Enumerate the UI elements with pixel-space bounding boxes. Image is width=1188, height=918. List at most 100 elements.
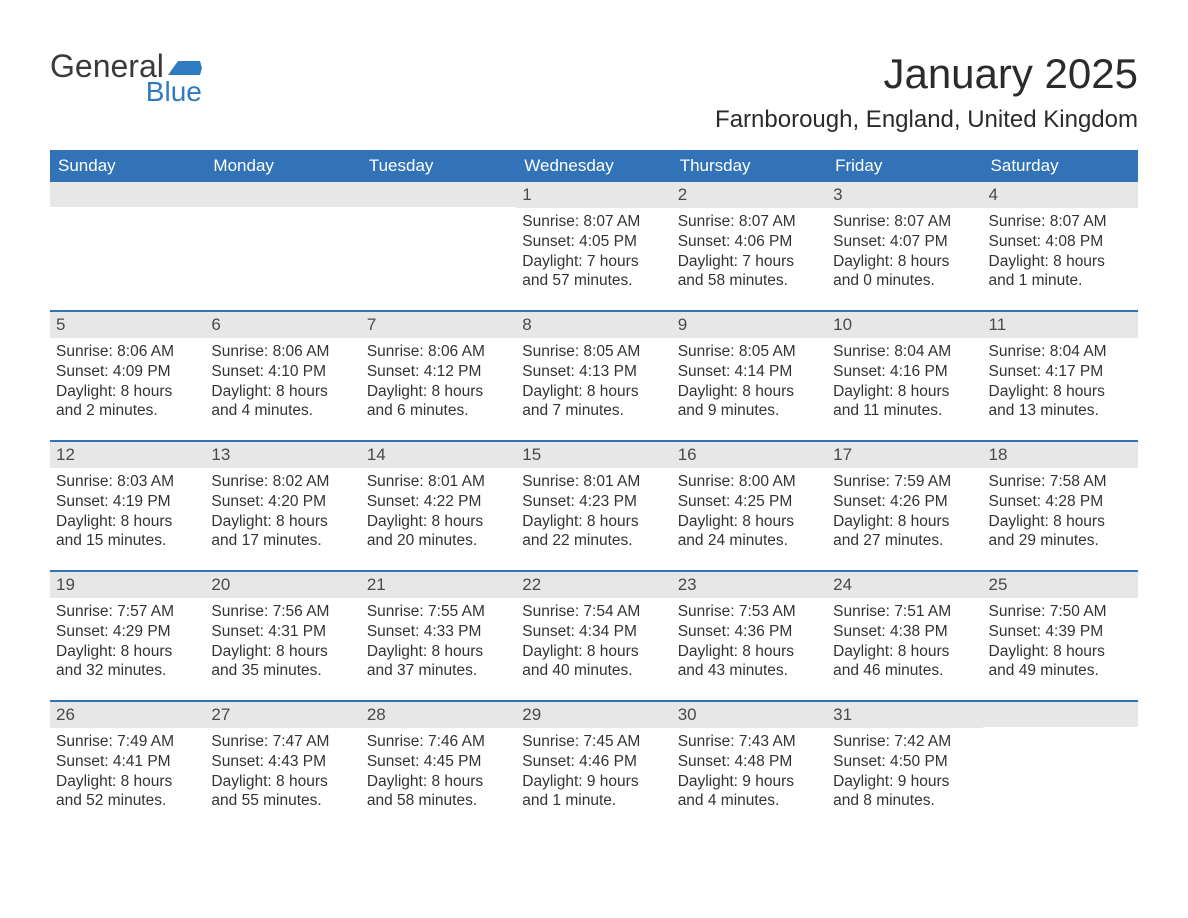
daylight-line: Daylight: 9 hours and 8 minutes. (833, 772, 976, 812)
day-cell: 12Sunrise: 8:03 AMSunset: 4:19 PMDayligh… (50, 442, 205, 570)
sunset-line: Sunset: 4:31 PM (211, 622, 354, 642)
day-cell: 30Sunrise: 7:43 AMSunset: 4:48 PMDayligh… (672, 702, 827, 830)
sunrise-line: Sunrise: 8:01 AM (522, 472, 665, 492)
day-cell (361, 182, 516, 310)
day-body: Sunrise: 8:06 AMSunset: 4:09 PMDaylight:… (50, 338, 205, 423)
daylight-line: Daylight: 8 hours and 17 minutes. (211, 512, 354, 552)
sunset-line: Sunset: 4:10 PM (211, 362, 354, 382)
day-body: Sunrise: 7:45 AMSunset: 4:46 PMDaylight:… (516, 728, 671, 813)
day-body: Sunrise: 8:04 AMSunset: 4:16 PMDaylight:… (827, 338, 982, 423)
calendar: SundayMondayTuesdayWednesdayThursdayFrid… (50, 150, 1138, 830)
day-cell: 16Sunrise: 8:00 AMSunset: 4:25 PMDayligh… (672, 442, 827, 570)
day-body: Sunrise: 7:57 AMSunset: 4:29 PMDaylight:… (50, 598, 205, 683)
day-cell: 2Sunrise: 8:07 AMSunset: 4:06 PMDaylight… (672, 182, 827, 310)
day-cell: 23Sunrise: 7:53 AMSunset: 4:36 PMDayligh… (672, 572, 827, 700)
day-cell (983, 702, 1138, 830)
day-number: 2 (672, 182, 827, 208)
sunset-line: Sunset: 4:36 PM (678, 622, 821, 642)
title-block: January 2025 Farnborough, England, Unite… (715, 50, 1138, 144)
day-cell: 4Sunrise: 8:07 AMSunset: 4:08 PMDaylight… (983, 182, 1138, 310)
day-body: Sunrise: 7:58 AMSunset: 4:28 PMDaylight:… (983, 468, 1138, 553)
daylight-line: Daylight: 8 hours and 22 minutes. (522, 512, 665, 552)
day-number: 19 (50, 572, 205, 598)
sunrise-line: Sunrise: 8:06 AM (211, 342, 354, 362)
daylight-line: Daylight: 8 hours and 55 minutes. (211, 772, 354, 812)
day-cell: 25Sunrise: 7:50 AMSunset: 4:39 PMDayligh… (983, 572, 1138, 700)
day-number: 15 (516, 442, 671, 468)
day-number: 11 (983, 312, 1138, 338)
day-cell: 1Sunrise: 8:07 AMSunset: 4:05 PMDaylight… (516, 182, 671, 310)
daylight-line: Daylight: 8 hours and 11 minutes. (833, 382, 976, 422)
sunset-line: Sunset: 4:39 PM (989, 622, 1132, 642)
sunset-line: Sunset: 4:29 PM (56, 622, 199, 642)
sunrise-line: Sunrise: 7:42 AM (833, 732, 976, 752)
day-cell: 22Sunrise: 7:54 AMSunset: 4:34 PMDayligh… (516, 572, 671, 700)
sunset-line: Sunset: 4:43 PM (211, 752, 354, 772)
day-number: 26 (50, 702, 205, 728)
day-body: Sunrise: 7:51 AMSunset: 4:38 PMDaylight:… (827, 598, 982, 683)
dow-cell: Thursday (672, 150, 827, 182)
day-body: Sunrise: 7:54 AMSunset: 4:34 PMDaylight:… (516, 598, 671, 683)
sunrise-line: Sunrise: 7:54 AM (522, 602, 665, 622)
sunrise-line: Sunrise: 7:50 AM (989, 602, 1132, 622)
week-row: 26Sunrise: 7:49 AMSunset: 4:41 PMDayligh… (50, 700, 1138, 830)
day-number: 18 (983, 442, 1138, 468)
sunrise-line: Sunrise: 8:04 AM (989, 342, 1132, 362)
day-body: Sunrise: 7:49 AMSunset: 4:41 PMDaylight:… (50, 728, 205, 813)
day-body: Sunrise: 8:07 AMSunset: 4:06 PMDaylight:… (672, 208, 827, 293)
dow-cell: Tuesday (361, 150, 516, 182)
dow-cell: Wednesday (516, 150, 671, 182)
daylight-line: Daylight: 8 hours and 46 minutes. (833, 642, 976, 682)
daylight-line: Daylight: 8 hours and 32 minutes. (56, 642, 199, 682)
daylight-line: Daylight: 8 hours and 15 minutes. (56, 512, 199, 552)
sunset-line: Sunset: 4:50 PM (833, 752, 976, 772)
sunrise-line: Sunrise: 8:05 AM (522, 342, 665, 362)
day-body: Sunrise: 8:06 AMSunset: 4:10 PMDaylight:… (205, 338, 360, 423)
logo: General Blue (50, 50, 202, 106)
day-cell: 27Sunrise: 7:47 AMSunset: 4:43 PMDayligh… (205, 702, 360, 830)
sunset-line: Sunset: 4:08 PM (989, 232, 1132, 252)
sunrise-line: Sunrise: 8:02 AM (211, 472, 354, 492)
day-body: Sunrise: 7:42 AMSunset: 4:50 PMDaylight:… (827, 728, 982, 813)
day-body: Sunrise: 7:43 AMSunset: 4:48 PMDaylight:… (672, 728, 827, 813)
day-cell: 15Sunrise: 8:01 AMSunset: 4:23 PMDayligh… (516, 442, 671, 570)
day-cell: 18Sunrise: 7:58 AMSunset: 4:28 PMDayligh… (983, 442, 1138, 570)
day-number: 21 (361, 572, 516, 598)
sunrise-line: Sunrise: 7:49 AM (56, 732, 199, 752)
day-number (983, 702, 1138, 727)
sunset-line: Sunset: 4:33 PM (367, 622, 510, 642)
day-body: Sunrise: 8:07 AMSunset: 4:07 PMDaylight:… (827, 208, 982, 293)
daylight-line: Daylight: 8 hours and 6 minutes. (367, 382, 510, 422)
sunset-line: Sunset: 4:34 PM (522, 622, 665, 642)
day-cell: 13Sunrise: 8:02 AMSunset: 4:20 PMDayligh… (205, 442, 360, 570)
sunrise-line: Sunrise: 8:05 AM (678, 342, 821, 362)
sunrise-line: Sunrise: 8:04 AM (833, 342, 976, 362)
day-body: Sunrise: 8:06 AMSunset: 4:12 PMDaylight:… (361, 338, 516, 423)
sunrise-line: Sunrise: 8:03 AM (56, 472, 199, 492)
day-cell: 7Sunrise: 8:06 AMSunset: 4:12 PMDaylight… (361, 312, 516, 440)
day-number: 17 (827, 442, 982, 468)
daylight-line: Daylight: 8 hours and 52 minutes. (56, 772, 199, 812)
day-number: 12 (50, 442, 205, 468)
sunrise-line: Sunrise: 7:57 AM (56, 602, 199, 622)
daylight-line: Daylight: 8 hours and 43 minutes. (678, 642, 821, 682)
day-cell: 24Sunrise: 7:51 AMSunset: 4:38 PMDayligh… (827, 572, 982, 700)
header: General Blue January 2025 Farnborough, E… (50, 50, 1138, 144)
day-cell: 3Sunrise: 8:07 AMSunset: 4:07 PMDaylight… (827, 182, 982, 310)
day-body: Sunrise: 8:01 AMSunset: 4:23 PMDaylight:… (516, 468, 671, 553)
daylight-line: Daylight: 8 hours and 24 minutes. (678, 512, 821, 552)
sunset-line: Sunset: 4:38 PM (833, 622, 976, 642)
day-cell: 5Sunrise: 8:06 AMSunset: 4:09 PMDaylight… (50, 312, 205, 440)
day-cell: 26Sunrise: 7:49 AMSunset: 4:41 PMDayligh… (50, 702, 205, 830)
day-body: Sunrise: 7:59 AMSunset: 4:26 PMDaylight:… (827, 468, 982, 553)
daylight-line: Daylight: 8 hours and 49 minutes. (989, 642, 1132, 682)
sunrise-line: Sunrise: 7:51 AM (833, 602, 976, 622)
day-cell: 21Sunrise: 7:55 AMSunset: 4:33 PMDayligh… (361, 572, 516, 700)
day-number: 29 (516, 702, 671, 728)
week-row: 5Sunrise: 8:06 AMSunset: 4:09 PMDaylight… (50, 310, 1138, 440)
daylight-line: Daylight: 8 hours and 2 minutes. (56, 382, 199, 422)
location-label: Farnborough, England, United Kingdom (715, 106, 1138, 134)
day-body: Sunrise: 8:07 AMSunset: 4:05 PMDaylight:… (516, 208, 671, 293)
daylight-line: Daylight: 8 hours and 0 minutes. (833, 252, 976, 292)
daylight-line: Daylight: 8 hours and 40 minutes. (522, 642, 665, 682)
